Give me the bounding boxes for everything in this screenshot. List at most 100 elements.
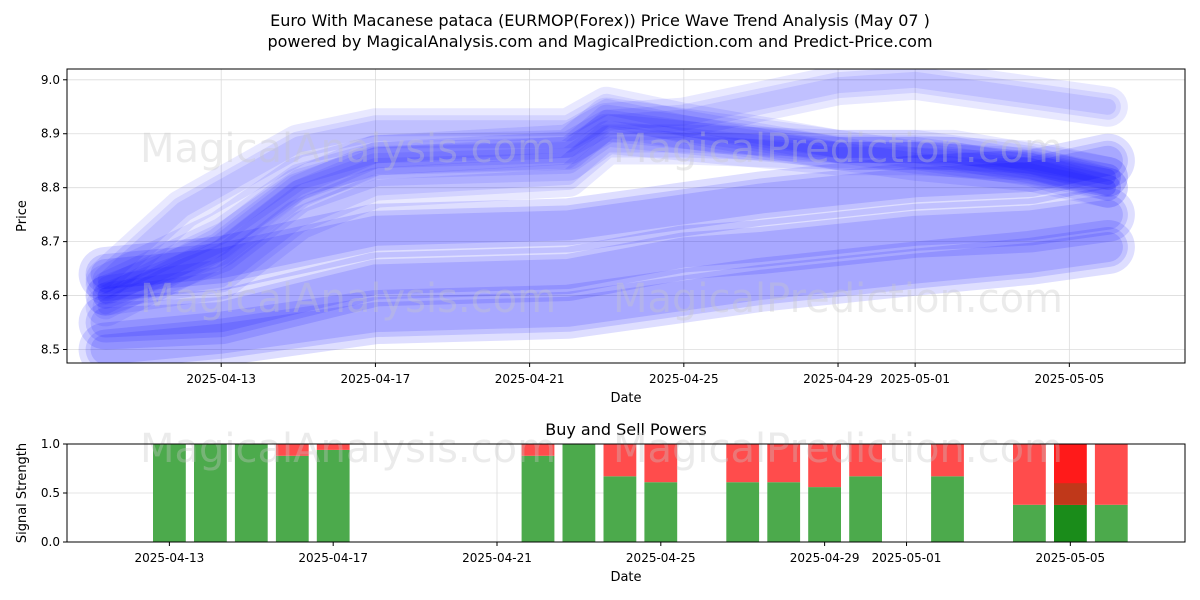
price-y-tick-label: 8.8 xyxy=(41,181,60,195)
price-x-tick-label: 2025-04-29 xyxy=(803,372,873,386)
sell-power-bar xyxy=(726,444,760,483)
sell-power-bar xyxy=(849,444,882,477)
watermark-prediction-mid: MagicalPrediction.com xyxy=(613,276,1063,322)
watermark-prediction-top: MagicalPrediction.com xyxy=(613,126,1063,172)
price-y-tick-label: 8.7 xyxy=(41,235,60,249)
signal-x-tick-label: 2025-04-29 xyxy=(790,551,860,565)
price-wave-band xyxy=(92,120,1121,309)
price-wave-band xyxy=(78,220,1135,363)
sell-power-bar xyxy=(316,444,350,450)
price-wave-band xyxy=(97,109,1116,315)
sell-power-bar xyxy=(275,444,309,456)
sell-power-bar xyxy=(521,444,555,456)
watermark-analysis-top: MagicalAnalysis.com xyxy=(140,126,556,172)
price-wave-band xyxy=(97,71,1116,293)
sell-power-bar xyxy=(1094,444,1128,505)
watermark-prediction-bottom: MagicalPrediction.com xyxy=(613,426,1063,472)
watermark-analysis-bottom: MagicalAnalysis.com xyxy=(140,426,556,472)
chart-title: Euro With Macanese pataca (EURMOP(Forex)… xyxy=(270,11,930,30)
price-y-tick-label: 8.6 xyxy=(41,289,60,303)
buy-power-bar xyxy=(808,487,841,542)
price-grid xyxy=(67,69,1185,363)
price-wave-band xyxy=(92,104,1121,320)
sell-power-bar xyxy=(767,444,801,483)
buy-power-bar xyxy=(767,482,801,542)
price-wave-band xyxy=(85,69,1128,305)
signal-y-tick-label: 1.0 xyxy=(41,437,60,451)
price-wave-band xyxy=(78,187,1135,350)
price-wave-band xyxy=(85,124,1128,316)
buy-power-bar xyxy=(153,444,186,542)
buy-power-bar xyxy=(521,455,555,542)
price-x-axis-label: Date xyxy=(610,391,641,406)
price-wave-band xyxy=(97,98,1116,288)
price-wave-band xyxy=(90,145,1123,289)
signal-y-ticks: 0.0 0.5 1.0 xyxy=(41,437,67,549)
price-wave-band xyxy=(92,131,1121,309)
signal-x-tick-label: 2025-04-25 xyxy=(626,551,696,565)
price-x-tick-label: 2025-04-13 xyxy=(186,372,256,386)
signal-y-tick-label: 0.5 xyxy=(41,486,60,500)
chart-subtitle: powered by MagicalAnalysis.com and Magic… xyxy=(267,32,932,51)
buy-power-bar xyxy=(1013,504,1046,542)
watermark-analysis-mid: MagicalAnalysis.com xyxy=(140,276,556,322)
overlap-bar-segment xyxy=(1054,483,1087,505)
buy-power-bar xyxy=(234,444,268,542)
price-wave-band xyxy=(78,133,1135,301)
price-wave-band xyxy=(85,194,1128,343)
buy-power-bar xyxy=(562,444,596,542)
price-wave-band xyxy=(85,113,1128,316)
price-wave-band xyxy=(85,227,1128,363)
buy-power-bar xyxy=(726,482,760,542)
price-wave-band xyxy=(85,140,1128,294)
buy-power-bar xyxy=(849,476,882,542)
signal-bars xyxy=(153,444,1128,542)
price-wave-band xyxy=(97,136,1116,304)
price-wave-band xyxy=(85,97,1128,327)
price-wave-band xyxy=(97,125,1116,304)
buy-power-bar xyxy=(1054,504,1087,542)
price-x-tick-label: 2025-04-17 xyxy=(341,372,411,386)
signal-title: Buy and Sell Powers xyxy=(545,420,707,439)
signal-panel: Buy and Sell Powers MagicalAnalysis.com … xyxy=(15,420,1186,585)
signal-y-tick-label: 0.0 xyxy=(41,535,60,549)
buy-power-bar xyxy=(603,476,637,542)
price-wave-bands xyxy=(78,69,1135,363)
signal-x-tick-label: 2025-05-01 xyxy=(872,551,942,565)
signal-x-ticks: 2025-04-13 2025-04-17 2025-04-21 2025-04-25… xyxy=(135,542,1105,565)
buy-power-bar xyxy=(1094,504,1128,542)
price-y-tick-label: 8.5 xyxy=(41,343,60,357)
signal-x-tick-label: 2025-04-13 xyxy=(135,551,205,565)
sell-power-bar xyxy=(931,444,964,477)
buy-power-bar xyxy=(275,455,309,542)
price-wave-band xyxy=(92,93,1121,293)
sell-power-bar xyxy=(808,444,841,488)
buy-power-bar xyxy=(194,444,227,542)
price-wave-band xyxy=(92,69,1121,298)
sell-power-bar xyxy=(1013,444,1046,505)
price-wave-band xyxy=(90,232,1123,363)
price-y-ticks: 8.5 8.6 8.7 8.8 8.9 9.0 xyxy=(41,73,67,357)
price-x-tick-label: 2025-05-05 xyxy=(1034,372,1104,386)
price-x-tick-label: 2025-04-21 xyxy=(495,372,565,386)
signal-watermarks: MagicalAnalysis.com MagicalPrediction.co… xyxy=(140,426,1063,472)
price-plot-frame xyxy=(66,68,1186,364)
price-watermarks: MagicalAnalysis.com MagicalPrediction.co… xyxy=(140,126,1063,322)
price-y-tick-label: 8.9 xyxy=(41,127,60,141)
signal-x-tick-label: 2025-05-05 xyxy=(1035,551,1105,565)
price-y-tick-label: 9.0 xyxy=(41,73,60,87)
sell-power-bar xyxy=(603,444,637,477)
signal-y-axis-label: Signal Strength xyxy=(15,443,30,543)
buy-power-bar xyxy=(316,449,350,542)
buy-power-bar xyxy=(931,476,964,542)
price-x-tick-label: 2025-04-25 xyxy=(649,372,719,386)
buy-power-bar xyxy=(644,482,678,542)
signal-x-axis-label: Date xyxy=(610,570,641,585)
price-panel: MagicalAnalysis.com MagicalPrediction.co… xyxy=(15,68,1186,406)
sell-power-bar xyxy=(644,444,678,483)
signal-x-tick-label: 2025-04-17 xyxy=(298,551,368,565)
price-x-ticks: 2025-04-13 2025-04-17 2025-04-21 2025-04-25… xyxy=(186,363,1104,386)
price-wave-band xyxy=(90,199,1123,338)
price-wave-band xyxy=(85,86,1128,300)
